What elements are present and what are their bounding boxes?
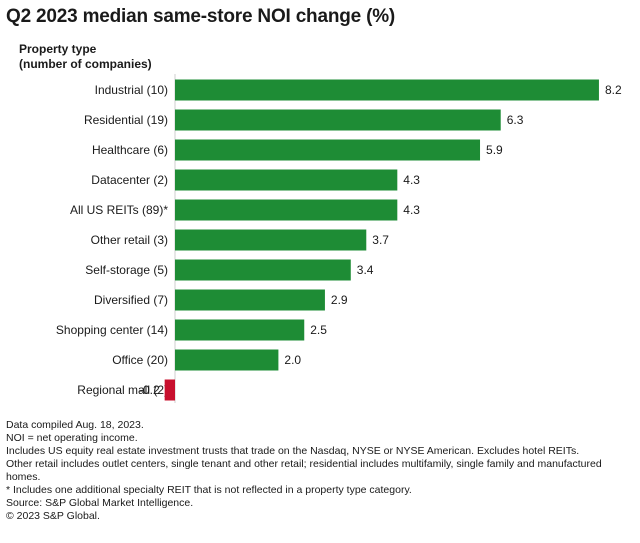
y-axis-heading-line2: (number of companies) (19, 57, 152, 71)
bar-all-us-reits-89 (175, 199, 398, 221)
note-inclusion: Includes US equity real estate investmen… (6, 445, 580, 457)
bar-regional-mall-2 (164, 379, 175, 401)
bar-diversified-7 (175, 289, 325, 311)
bar-shopping-center-14 (175, 319, 305, 341)
category-label-shopping-center-14: Shopping center (14) (56, 323, 168, 337)
category-label-all-us-reits-89: All US REITs (89)* (70, 203, 168, 217)
note-other-retail: Other retail includes outlet centers, si… (6, 458, 602, 483)
value-label-healthcare-6: 5.9 (486, 143, 503, 157)
bar-office-20 (175, 349, 279, 371)
value-label-all-us-reits-89: 4.3 (403, 203, 420, 217)
bar-other-retail-3 (175, 229, 367, 251)
y-axis-heading: Property type (number of companies) (19, 42, 152, 72)
note-source: Source: S&P Global Market Intelligence. (6, 497, 194, 509)
bar-self-storage-5 (175, 259, 351, 281)
category-label-industrial-10: Industrial (10) (95, 83, 168, 97)
category-label-other-retail-3: Other retail (3) (91, 233, 168, 247)
category-label-diversified-7: Diversified (7) (94, 293, 168, 307)
note-noi-definition: NOI = net operating income. (6, 432, 138, 444)
value-label-diversified-7: 2.9 (331, 293, 348, 307)
bar-residential-19 (175, 109, 501, 131)
value-label-office-20: 2.0 (284, 353, 301, 367)
bar-datacenter-2 (175, 169, 398, 191)
chart-title: Q2 2023 median same-store NOI change (%) (6, 6, 396, 27)
value-label-datacenter-2: 4.3 (403, 173, 420, 187)
value-label-shopping-center-14: 2.5 (310, 323, 327, 337)
note-compiled: Data compiled Aug. 18, 2023. (6, 419, 144, 431)
note-asterisk: * Includes one additional specialty REIT… (6, 484, 412, 496)
category-label-datacenter-2: Datacenter (2) (91, 173, 168, 187)
value-label-regional-mall-2: -0.2 (139, 383, 160, 397)
category-label-residential-19: Residential (19) (84, 113, 168, 127)
value-label-self-storage-5: 3.4 (357, 263, 374, 277)
note-copyright: © 2023 S&P Global. (6, 510, 100, 522)
value-label-industrial-10: 8.2 (605, 83, 622, 97)
value-label-residential-19: 6.3 (507, 113, 524, 127)
category-label-regional-mall-2: Regional mall (2) (77, 383, 168, 397)
bar-industrial-10 (175, 79, 599, 101)
category-label-self-storage-5: Self-storage (5) (85, 263, 168, 277)
value-label-other-retail-3: 3.7 (372, 233, 389, 247)
bar-healthcare-6 (175, 139, 481, 161)
category-label-healthcare-6: Healthcare (6) (92, 143, 168, 157)
category-label-office-20: Office (20) (112, 353, 168, 367)
y-axis-heading-line1: Property type (19, 42, 97, 56)
chart-notes: Data compiled Aug. 18, 2023. NOI = net o… (6, 419, 632, 523)
